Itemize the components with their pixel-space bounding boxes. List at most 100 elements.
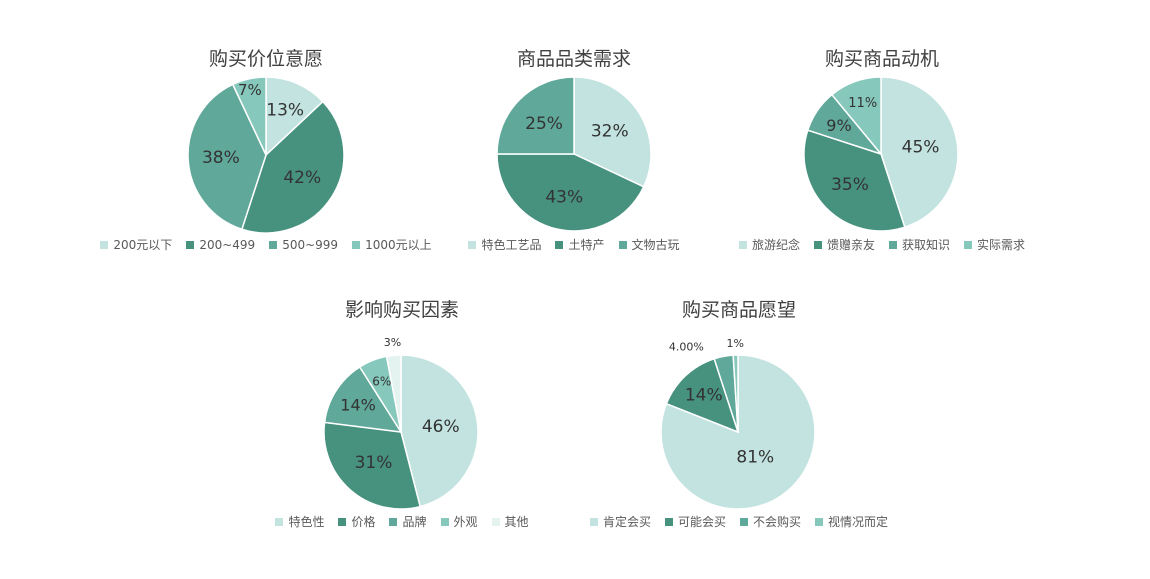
legend-swatch [491, 517, 500, 526]
legend-item: 特色性 [275, 513, 324, 530]
data-label-3: 9% [826, 116, 851, 135]
legend-item: 品牌 [389, 513, 427, 530]
legend-swatch [738, 240, 747, 249]
pie-slice-4 [830, 76, 882, 157]
legend-label: 特色工艺品 [481, 238, 542, 252]
data-label-4: 11% [848, 96, 877, 111]
pie-slice-1 [573, 76, 652, 188]
legend-label: 文物古玩 [631, 238, 680, 252]
legend-item: 文物古玩 [618, 236, 680, 253]
data-label-1: 32% [591, 121, 629, 141]
legend-item: 不会购买 [740, 513, 801, 530]
pie-plot: 13% 42% 38% 7% [187, 76, 345, 234]
chart-title: 购买商品愿望 [681, 299, 796, 321]
legend-swatch [352, 240, 361, 249]
pie-slice-2 [240, 100, 345, 234]
chart-title: 购买价位意愿 [208, 48, 323, 70]
pie-slice-1 [880, 76, 959, 229]
pie-chart-1: 购买价位意愿 13% 42% 38% 7% 200元以下 200~499 500~999 100… [100, 44, 432, 256]
data-label-5: 3% [384, 336, 401, 349]
legend-label: 价格 [351, 515, 376, 529]
data-label-3: 14% [340, 395, 376, 414]
pie-plot: 32% 43% 25% [496, 76, 652, 232]
legend-swatch [100, 240, 109, 249]
pie-plot: 45% 35% 9% 11% [803, 76, 959, 232]
legend-item: 实际需求 [964, 236, 1025, 253]
data-label-3: 38% [202, 148, 240, 168]
legend-swatch [269, 240, 278, 249]
pie-slice-3 [496, 76, 575, 155]
chart-title: 影响购买因素 [344, 299, 459, 321]
legend: 200元以下 200~499 500~999 1000元以上 [100, 236, 432, 253]
pie-chart-4: 影响购买因素 46% 31% 14% 6% 3% 特色性 价格 品牌 外观 其他 [242, 295, 562, 533]
legend-label: 获取知识 [902, 238, 951, 252]
legend-item: 获取知识 [889, 236, 950, 253]
pie-slice-1 [400, 354, 479, 508]
legend-item: 土特产 [555, 236, 605, 253]
legend: 旅游纪念 馈赠亲友 获取知识 实际需求 [722, 236, 1042, 253]
data-label-2: 31% [355, 453, 393, 473]
pie-chart-3: 购买商品动机 45% 35% 9% 11% 旅游纪念 馈赠亲友 获取知识 实际需求 [722, 44, 1042, 256]
data-label-2: 14% [685, 386, 723, 406]
chart-title: 商品品类需求 [516, 48, 631, 70]
pie-slice-1 [265, 76, 324, 157]
pie-slice-3 [187, 83, 267, 231]
legend-swatch [889, 240, 897, 249]
legend-label: 不会购买 [753, 515, 802, 529]
pie-chart-5: 购买商品愿望 81% 14% 4.00% 1% 肯定会买 可能会买 不会购买 视情况而定 [579, 295, 899, 533]
data-label-1: 46% [422, 417, 460, 437]
legend: 特色性 价格 品牌 外观 其他 [242, 513, 562, 530]
legend-label: 馈赠亲友 [826, 238, 875, 252]
legend-item: 外观 [440, 513, 478, 530]
legend-label: 实际需求 [977, 238, 1026, 252]
legend-item: 视情况而定 [815, 513, 888, 530]
legend-swatch [389, 517, 398, 526]
legend: 肯定会买 可能会买 不会购买 视情况而定 [579, 513, 899, 530]
pie-slice-4 [231, 76, 267, 156]
legend-swatch [555, 240, 564, 249]
data-label-4: 1% [726, 337, 743, 350]
legend-item: 200~499 [186, 236, 255, 253]
legend-swatch [740, 517, 748, 526]
pie-slice-5 [385, 354, 402, 433]
legend-label: 特色性 [288, 515, 325, 529]
legend-swatch [275, 517, 284, 526]
pie-plot: 46% 31% 14% 6% 3% [323, 336, 479, 510]
legend-swatch [664, 517, 673, 526]
legend-label: 1000元以上 [365, 238, 432, 252]
legend-label: 500~999 [282, 237, 339, 252]
legend-label: 可能会买 [677, 515, 726, 529]
legend-item: 200元以下 [100, 236, 172, 253]
legend-swatch [338, 517, 347, 526]
legend-item: 馈赠亲友 [813, 236, 875, 253]
legend-item: 可能会买 [664, 513, 726, 530]
pie-slice-2 [496, 153, 645, 232]
pie-plot: 81% 14% 4.00% 1% [660, 337, 816, 510]
data-label-1: 81% [736, 447, 774, 467]
legend-label: 其他 [504, 515, 529, 529]
data-label-1: 13% [266, 101, 304, 121]
legend-swatch [964, 240, 973, 249]
legend-swatch [589, 517, 598, 526]
legend-swatch [813, 240, 822, 249]
legend-label: 肯定会买 [602, 515, 651, 529]
legend-label: 视情况而定 [828, 515, 889, 529]
pie-slice-1 [660, 354, 816, 510]
legend-item: 价格 [338, 513, 375, 530]
pie-slice-2 [803, 129, 906, 232]
legend-label: 200~499 [199, 237, 256, 252]
data-label-4: 6% [372, 374, 391, 388]
data-label-2: 43% [545, 188, 583, 208]
legend-item: 其他 [491, 513, 529, 530]
legend-item: 500~999 [269, 236, 338, 253]
legend-item: 1000元以上 [352, 236, 432, 253]
legend-swatch [186, 240, 195, 249]
data-label-2: 35% [831, 175, 869, 195]
data-label-3: 4.00% [669, 341, 704, 354]
legend-swatch [618, 240, 627, 249]
legend-swatch [440, 517, 449, 526]
legend-label: 旅游纪念 [751, 238, 800, 252]
legend-swatch [468, 240, 477, 249]
legend-label: 200元以下 [113, 238, 173, 252]
legend-item: 特色工艺品 [468, 236, 541, 253]
